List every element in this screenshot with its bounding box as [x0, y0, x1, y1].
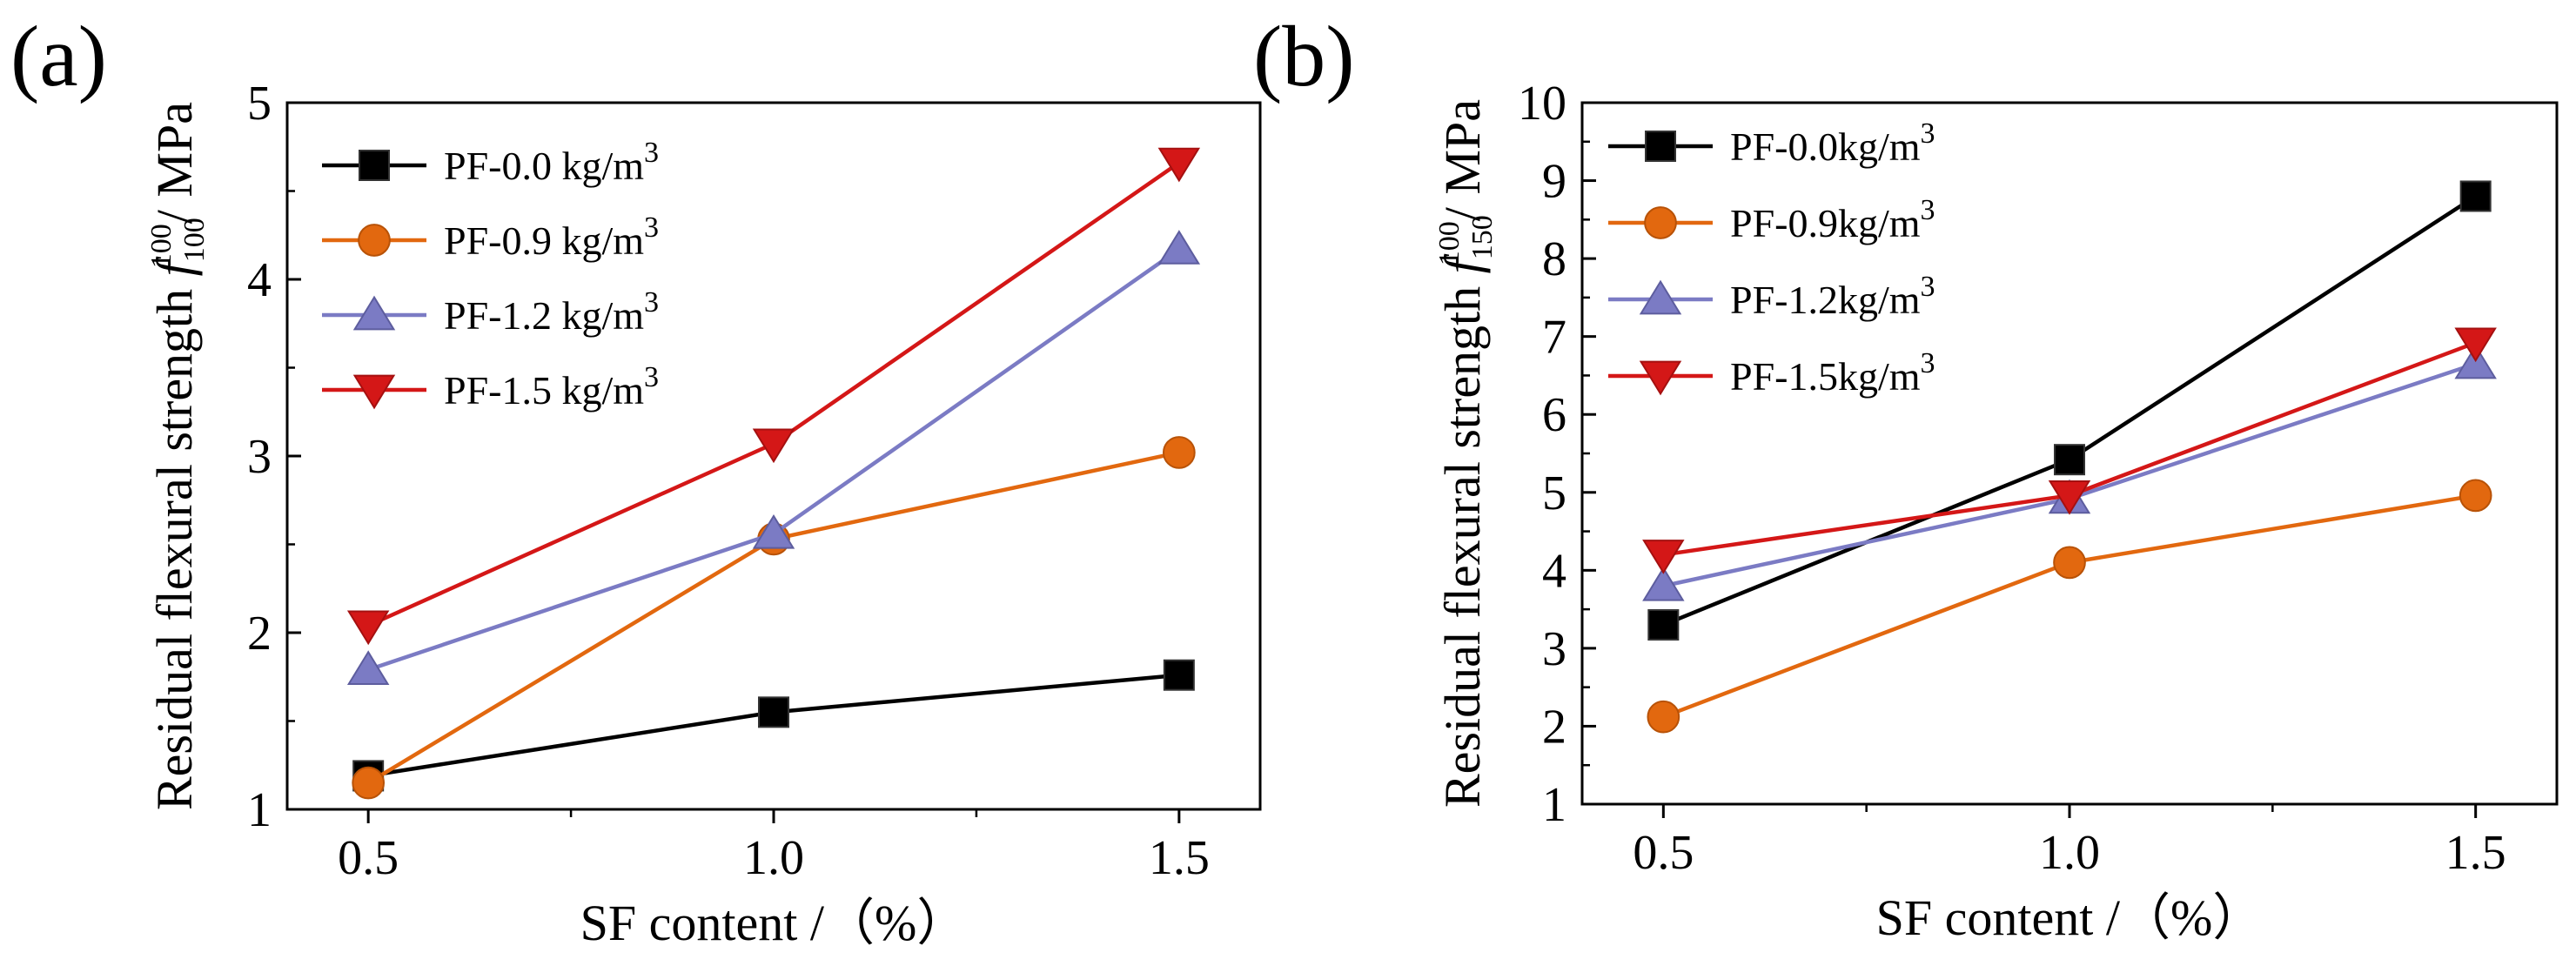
y-tick-label: 7	[1542, 311, 1566, 365]
y-tick-label: 4	[247, 253, 272, 307]
data-point	[1157, 147, 1201, 183]
legend-label: PF-0.0kg/m3	[1730, 117, 1935, 169]
y-tick-label: 3	[247, 430, 272, 484]
series-line	[1662, 493, 2477, 719]
y-tick-label: 5	[247, 77, 272, 131]
data-point	[752, 428, 795, 464]
series-0	[1647, 180, 2492, 641]
x-axis-label: SF content /（%）	[580, 895, 968, 951]
series-2	[346, 230, 1201, 685]
panel-label: (a)	[10, 8, 107, 104]
series-1	[352, 436, 1196, 800]
legend-marker	[358, 224, 391, 257]
y-axis-label: Residual flexural strength f150100/ MPa	[1433, 99, 1499, 808]
legend-marker	[1644, 206, 1677, 239]
y-tick-label: 2	[1542, 700, 1566, 754]
legend-label: PF-0.0 kg/m3	[444, 137, 659, 188]
y-tick-label: 6	[1542, 388, 1566, 442]
legend-marker	[352, 295, 396, 331]
legend-label: PF-0.9 kg/m3	[444, 211, 659, 263]
data-point	[1647, 609, 1680, 641]
x-tick-label: 1.5	[2445, 826, 2506, 880]
y-tick-label: 3	[1542, 622, 1566, 676]
series-3	[346, 147, 1201, 646]
chart-panel-b: (b) 1 2 3 4 5 6 7 8 9 10 0.5 1.0 1.5 SF content /（%） Re…	[1253, 8, 2559, 946]
series-0	[352, 659, 1195, 792]
x-tick-label: 1.0	[743, 831, 804, 885]
legend-label: PF-1.2kg/m3	[1730, 271, 1935, 322]
legend-label: PF-0.9kg/m3	[1730, 194, 1935, 245]
panel-label: (b)	[1253, 8, 1355, 104]
legend: PF-0.0kg/m3 PF-0.9kg/m3 PF-1.2kg/m3 PF-1.5k…	[1608, 117, 1935, 399]
legend-label: PF-1.5kg/m3	[1730, 347, 1935, 399]
data-point	[2459, 479, 2492, 513]
legend-label: PF-1.2 kg/m3	[444, 286, 659, 338]
data-point	[1647, 700, 1680, 734]
data-point	[352, 766, 386, 800]
data-point	[1642, 566, 1685, 601]
data-point	[346, 610, 390, 646]
y-tick-label: 2	[247, 607, 272, 661]
legend: PF-0.0 kg/m3 PF-0.9 kg/m3 PF-1.2 kg/m3 PF-1…	[322, 137, 659, 413]
data-point	[758, 696, 789, 728]
data-point	[1642, 540, 1685, 574]
data-point	[1162, 436, 1196, 469]
y-tick-label: 10	[1518, 77, 1566, 131]
legend-marker	[1639, 360, 1682, 396]
legend-marker	[1639, 279, 1682, 315]
y-axis-label: Residual flexural strength f100100/ MPa	[145, 102, 211, 810]
data-point	[346, 650, 390, 685]
legend-marker	[1645, 131, 1676, 162]
legend-marker	[352, 374, 396, 410]
x-tick-label: 1.0	[2039, 826, 2100, 880]
data-point	[2053, 546, 2086, 580]
y-tick-label: 8	[1542, 232, 1566, 286]
data-point	[2454, 327, 2497, 363]
y-tick-label: 1	[247, 783, 272, 837]
series-3	[1642, 327, 2497, 574]
series-line	[367, 450, 1180, 785]
data-point	[752, 514, 795, 549]
y-tick-label: 4	[1542, 544, 1566, 598]
data-point	[1163, 659, 1195, 691]
x-axis-label: SF content /（%）	[1876, 889, 2264, 946]
chart-panel-a: (a) 1 2 3 4 5 0.5 1.0 1.5 SF content /（%） Residual…	[10, 8, 1262, 951]
data-point	[2048, 480, 2091, 515]
y-tick-label: 1	[1542, 778, 1566, 832]
data-point	[2459, 180, 2492, 212]
legend-label: PF-1.5 kg/m3	[444, 361, 659, 413]
x-tick-label: 0.5	[338, 831, 399, 885]
data-point	[1157, 230, 1201, 265]
x-tick-label: 1.5	[1149, 831, 1210, 885]
data-point	[2054, 444, 2085, 476]
y-tick-label: 5	[1542, 466, 1566, 520]
series-1	[1647, 479, 2492, 734]
x-tick-label: 0.5	[1633, 826, 1694, 880]
legend-marker	[359, 150, 390, 181]
y-tick-label: 9	[1542, 155, 1566, 209]
